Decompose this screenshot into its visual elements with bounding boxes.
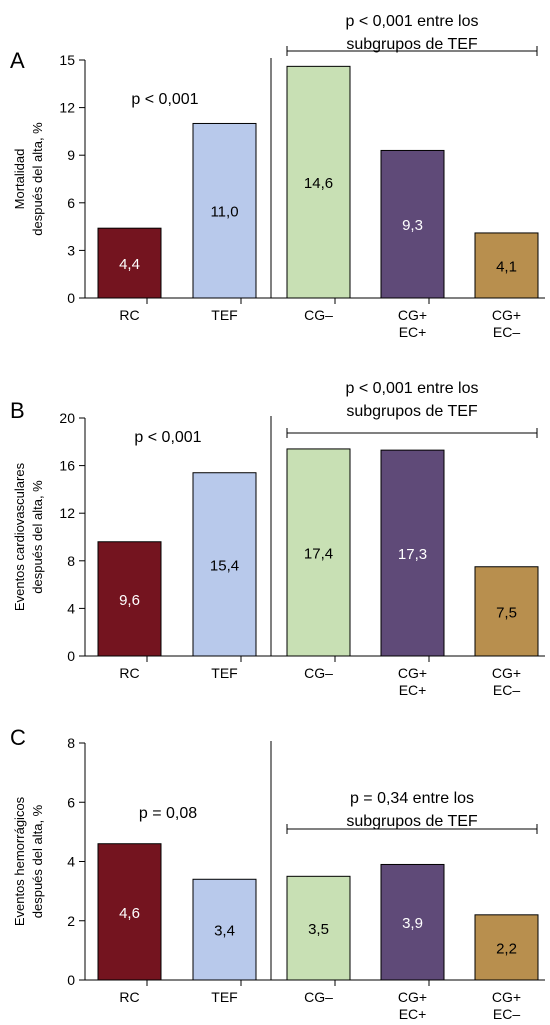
y-tick-label: 9 xyxy=(67,147,75,163)
bar-2 xyxy=(192,878,257,981)
bar-value-label: 17,3 xyxy=(398,546,427,563)
x-category-label: CG+ xyxy=(398,989,427,1005)
y-tick-label: 4 xyxy=(67,600,75,616)
chart-panel-c: C Eventos hemorrágicos después del alta, %… xyxy=(10,725,545,1022)
bar-value-label: 7,5 xyxy=(496,604,517,621)
bar-value-label: 3,5 xyxy=(308,921,329,938)
x-category-label: CG+ xyxy=(398,307,427,323)
y-tick-label: 2 xyxy=(67,913,75,929)
y-tick-label: 4 xyxy=(67,854,75,870)
annotation-overall-p: p < 0,001 xyxy=(131,91,198,108)
annotation-overall-p: p = 0,08 xyxy=(139,805,197,822)
x-category-label: RC xyxy=(119,307,139,323)
bar-5 xyxy=(474,566,539,657)
y-tick-label: 0 xyxy=(67,290,75,306)
bar-3 xyxy=(286,875,351,981)
bar-1 xyxy=(97,843,162,981)
x-category-label: TEF xyxy=(211,989,237,1005)
panel-label: C xyxy=(10,725,26,750)
y-axis-label: después del alta, % xyxy=(30,480,45,594)
bar-4 xyxy=(380,149,445,299)
bar-4 xyxy=(380,449,445,657)
bar-value-label: 11,0 xyxy=(210,204,238,221)
chart-panel-a: A Mortalidad después del alta, % 0 3 6 9 12 15 4,… xyxy=(10,13,545,340)
x-category-label: CG– xyxy=(304,989,333,1005)
x-category-label: EC+ xyxy=(399,1006,427,1022)
bar-value-label: 14,6 xyxy=(304,175,333,192)
bar-2 xyxy=(192,122,257,299)
annotation-subgroup-p: p < 0,001 entre los xyxy=(346,13,479,30)
annotation-overall-p: p < 0,001 xyxy=(134,429,201,446)
bar-1 xyxy=(97,227,162,299)
x-category-label: CG+ xyxy=(492,307,521,323)
bar-2 xyxy=(192,472,257,657)
x-category-label: CG– xyxy=(304,307,333,323)
x-category-label: EC+ xyxy=(399,682,427,698)
y-axis-label: Eventos cardiovasculares xyxy=(12,462,27,611)
x-category-label: CG– xyxy=(304,665,333,681)
bar-5 xyxy=(474,914,539,981)
bar-value-label: 4,4 xyxy=(119,256,140,273)
bar-value-label: 3,9 xyxy=(402,915,423,932)
x-category-label: CG+ xyxy=(492,665,521,681)
y-tick-label: 20 xyxy=(59,410,75,426)
y-tick-label: 0 xyxy=(67,972,75,988)
annotation-subgroup-p: subgrupos de TEF xyxy=(346,403,478,420)
bar-3 xyxy=(286,448,351,657)
annotation-subgroup-p: p = 0,34 entre los xyxy=(350,790,474,807)
bar-value-label: 17,4 xyxy=(304,545,333,562)
x-category-label: TEF xyxy=(211,307,237,323)
annotation-subgroup-p: subgrupos de TEF xyxy=(346,36,478,53)
bar-value-label: 4,6 xyxy=(119,905,140,922)
panel-label: B xyxy=(10,398,25,423)
bar-value-label: 9,3 xyxy=(402,217,423,234)
x-category-label: EC– xyxy=(493,1006,520,1022)
bar-4 xyxy=(380,863,445,981)
bar-value-label: 15,4 xyxy=(210,557,239,574)
x-category-label: RC xyxy=(119,989,139,1005)
y-tick-label: 15 xyxy=(59,52,75,68)
y-axis-label: después del alta, % xyxy=(30,804,45,918)
y-axis-label: después del alta, % xyxy=(30,122,45,236)
annotation-subgroup-p: p < 0,001 entre los xyxy=(346,380,479,397)
bar-1 xyxy=(97,541,162,657)
y-axis-label: Mortalidad xyxy=(12,149,27,210)
y-tick-label: 6 xyxy=(67,794,75,810)
y-tick-label: 16 xyxy=(59,458,75,474)
bar-5 xyxy=(474,232,539,299)
x-category-label: EC– xyxy=(493,324,520,340)
y-tick-label: 0 xyxy=(67,648,75,664)
annotation-subgroup-p: subgrupos de TEF xyxy=(346,813,478,830)
x-category-label: EC– xyxy=(493,682,520,698)
bar-value-label: 2,2 xyxy=(496,940,517,957)
y-tick-label: 6 xyxy=(67,195,75,211)
y-tick-label: 8 xyxy=(67,735,75,751)
x-category-label: CG+ xyxy=(492,989,521,1005)
y-tick-label: 12 xyxy=(59,100,75,116)
x-category-label: RC xyxy=(119,665,139,681)
x-category-label: CG+ xyxy=(398,665,427,681)
y-axis-label: Eventos hemorrágicos xyxy=(12,796,27,926)
bar-value-label: 3,4 xyxy=(214,923,235,940)
bar-value-label: 9,6 xyxy=(119,592,140,609)
y-tick-label: 12 xyxy=(59,505,75,521)
bar-value-label: 4,1 xyxy=(496,258,517,275)
x-category-label: EC+ xyxy=(399,324,427,340)
chart-panel-b: B Eventos cardiovasculares después del alt… xyxy=(10,380,545,698)
y-tick-label: 8 xyxy=(67,553,75,569)
y-tick-label: 3 xyxy=(67,242,75,258)
x-category-label: TEF xyxy=(211,665,237,681)
bar-3 xyxy=(286,65,351,299)
panel-label: A xyxy=(10,48,25,73)
